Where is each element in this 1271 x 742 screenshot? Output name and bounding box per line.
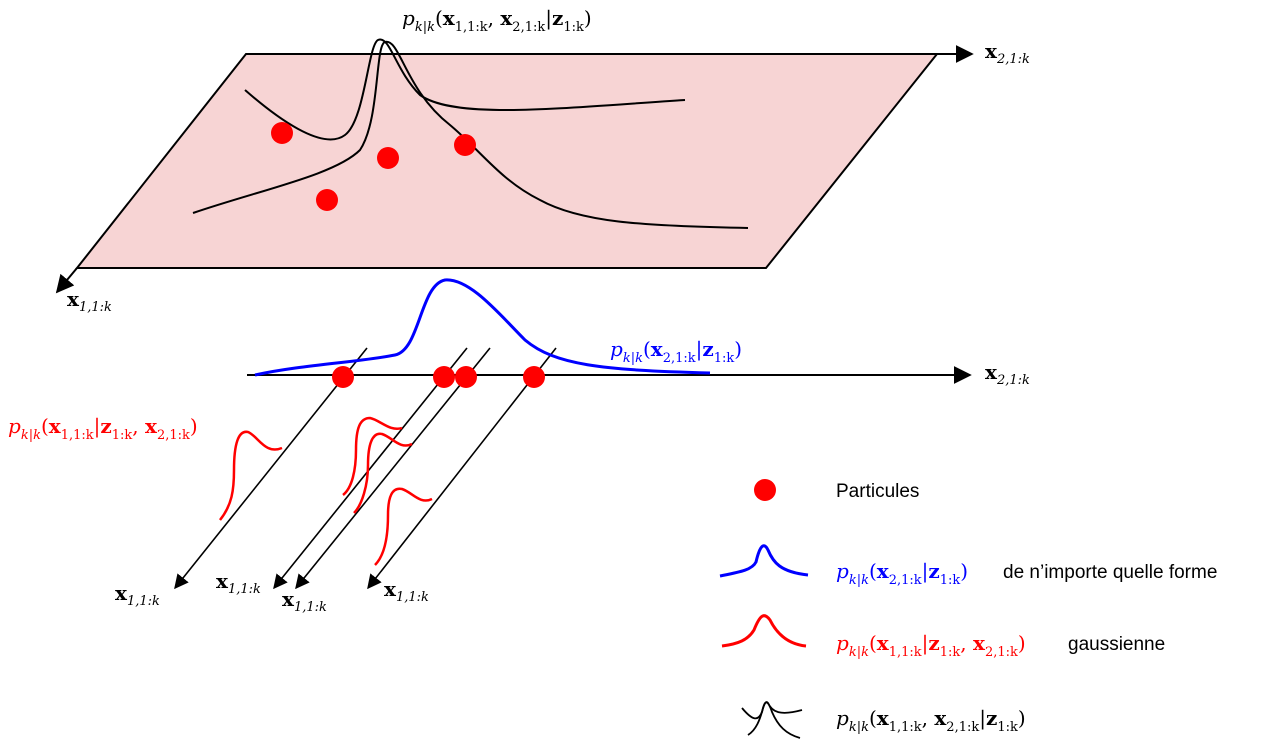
particle — [454, 134, 476, 156]
particle — [316, 189, 338, 211]
particle — [523, 366, 545, 388]
legend-marginal-suffix: de n’importe quelle forme — [1003, 562, 1217, 583]
legend-conditional-label: pk|k(x1,1:k|z1:k, x2,1:k) — [836, 631, 1026, 660]
fan-axis-3 — [295, 347, 491, 590]
state-plane — [74, 53, 940, 269]
fan-axis-4-label: x1,1:k — [384, 577, 429, 605]
legend-joint-label: pk|k(x1,1:k, x2,1:k|z1:k) — [836, 706, 1026, 735]
marginal-density-label: pk|k(x2,1:k|z1:k) — [610, 337, 742, 366]
axis-x2-top-label: x2,1:k — [985, 39, 1030, 67]
conditional-density-label: pk|k(x1,1:k|z1:k, x2,1:k) — [8, 414, 198, 443]
conditional-gaussian-3 — [353, 432, 413, 514]
legend-marginal-label: pk|k(x2,1:k|z1:k) — [836, 559, 968, 588]
joint-density-curve-b — [192, 40, 749, 229]
fan-axis-2 — [273, 347, 468, 590]
axis-x1-top-label: x1,1:k — [67, 287, 112, 315]
conditional-gaussian-1 — [219, 430, 283, 521]
particle — [332, 366, 354, 388]
fan-axis-2-label: x1,1:k — [216, 569, 261, 597]
marginal-density-curve — [254, 278, 711, 377]
fan-axis-1 — [174, 347, 368, 590]
joint-density-curve-a — [244, 38, 686, 141]
joint-density-label-top: pk|k(x1,1:k, x2,1:k|z1:k) — [402, 6, 592, 35]
legend-joint-swatch-b — [747, 701, 801, 739]
fan-axis-1-label: x1,1:k — [115, 581, 160, 609]
legend-particles-label: Particules — [836, 481, 919, 502]
conditional-gaussian-4 — [374, 487, 433, 566]
legend-conditional-swatch — [721, 614, 807, 648]
legend-particle-swatch — [754, 479, 776, 501]
legend-conditional-suffix: gaussienne — [1068, 634, 1165, 655]
particle — [271, 122, 293, 144]
legend-marginal-swatch — [719, 544, 809, 578]
particle — [377, 147, 399, 169]
axis-particles — [332, 366, 545, 388]
fan-axis-4 — [367, 347, 557, 590]
axis-x2-mid-label: x2,1:k — [985, 360, 1030, 388]
conditional-gaussian-2 — [342, 416, 403, 496]
top-particles — [271, 122, 476, 211]
fan-axis-3-label: x1,1:k — [282, 587, 327, 615]
legend: Particules pk|k(x2,1:k|z1:k) de n’import… — [719, 479, 1217, 739]
particle — [433, 366, 455, 388]
particle — [455, 366, 477, 388]
axis-x1-top — [55, 267, 78, 294]
